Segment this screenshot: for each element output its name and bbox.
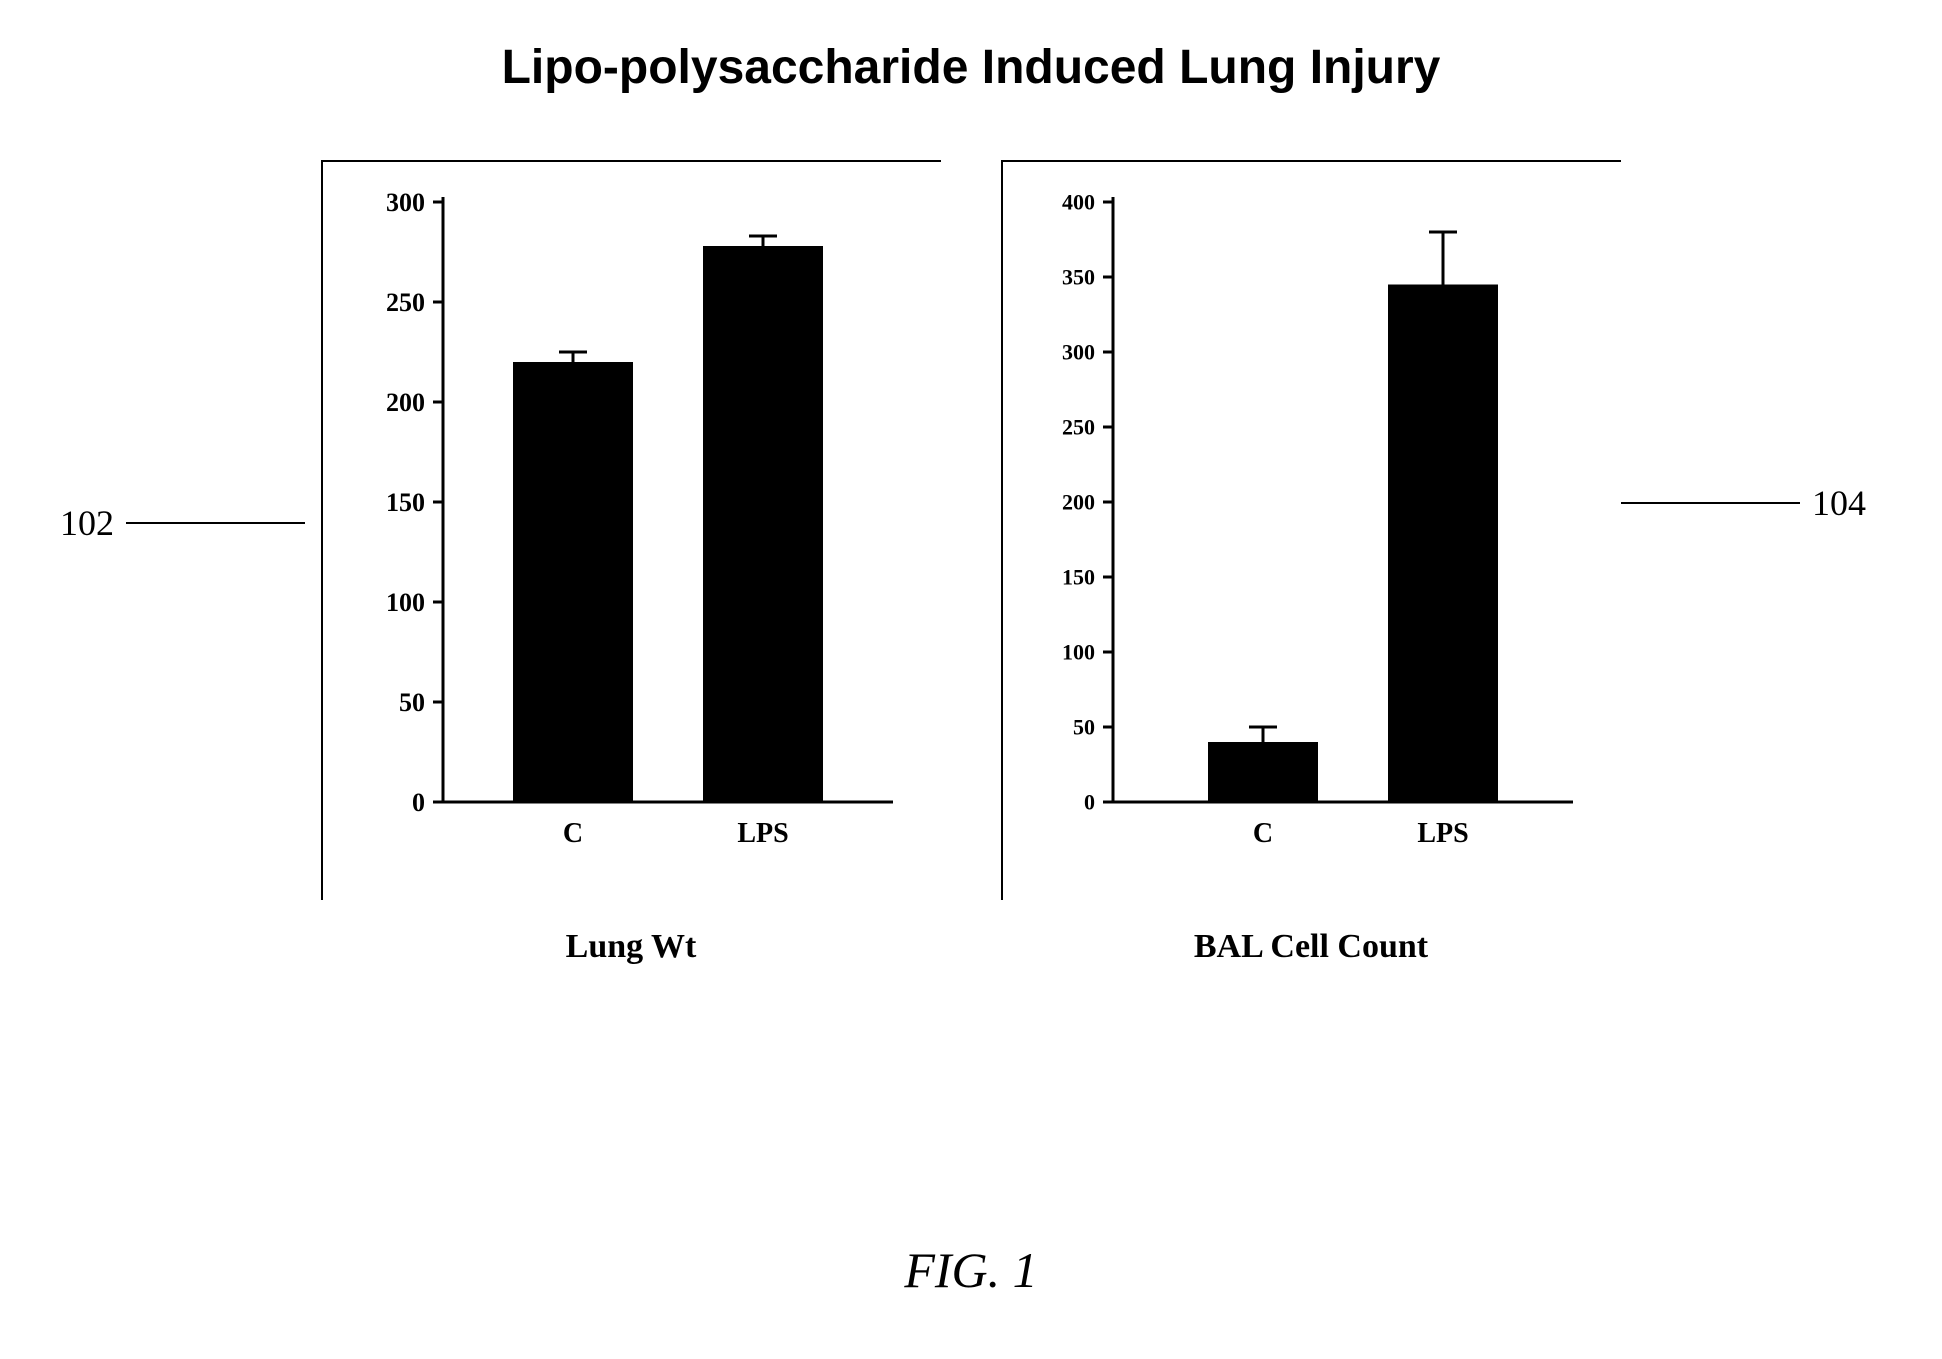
charts-row: 0 50 100 150 200 250 300 C LPS Lung Wt 0 50 100 150… [0,160,1942,966]
bar [1208,742,1318,802]
callout-left-label: 102 [60,502,114,544]
chart-svg-bal_cell: 0 50 100 150 200 250 300 350 400 C LPS [1003,162,1623,902]
ytick-label: 50 [1073,715,1095,740]
callout-right-line [1621,502,1800,504]
chart-box-lung-wt: 0 50 100 150 200 250 300 C LPS [321,160,941,900]
ytick-label: 250 [386,288,425,317]
ytick-label: 350 [1062,265,1095,290]
ytick-label: 150 [1062,565,1095,590]
xtick-label: LPS [1417,818,1468,849]
figure-label: FIG. 1 [0,1241,1942,1299]
ytick-label: 150 [386,488,425,517]
chart-svg-lung_wt: 0 50 100 150 200 250 300 C LPS [323,162,943,902]
callout-left: 102 [60,502,305,544]
ytick-label: 200 [1062,490,1095,515]
callout-right: 104 [1621,482,1866,524]
chart-col-lung-wt: 0 50 100 150 200 250 300 C LPS Lung Wt [321,160,941,966]
bar [513,362,633,802]
chart-subtitle-bal-cell: BAL Cell Count [1194,928,1428,966]
ytick-label: 0 [412,788,425,817]
ytick-label: 400 [1062,190,1095,215]
ytick-label: 0 [1084,790,1095,815]
xtick-label: LPS [737,818,788,849]
callout-left-line [126,522,305,524]
ytick-label: 300 [1062,340,1095,365]
chart-col-bal-cell: 0 50 100 150 200 250 300 350 400 C LPS BAL Cell Co… [1001,160,1621,966]
ytick-label: 250 [1062,415,1095,440]
ytick-label: 200 [386,388,425,417]
bar [1388,285,1498,803]
xtick-label: C [563,818,583,849]
ytick-label: 50 [399,688,425,717]
chart-subtitle-lung-wt: Lung Wt [566,928,697,966]
bar [703,246,823,802]
page: Lipo-polysaccharide Induced Lung Injury … [0,0,1942,1359]
ytick-label: 100 [1062,640,1095,665]
xtick-label: C [1253,818,1273,849]
ytick-label: 100 [386,588,425,617]
page-title: Lipo-polysaccharide Induced Lung Injury [0,40,1942,95]
ytick-label: 300 [386,188,425,217]
callout-right-label: 104 [1812,482,1866,524]
chart-box-bal-cell: 0 50 100 150 200 250 300 350 400 C LPS [1001,160,1621,900]
